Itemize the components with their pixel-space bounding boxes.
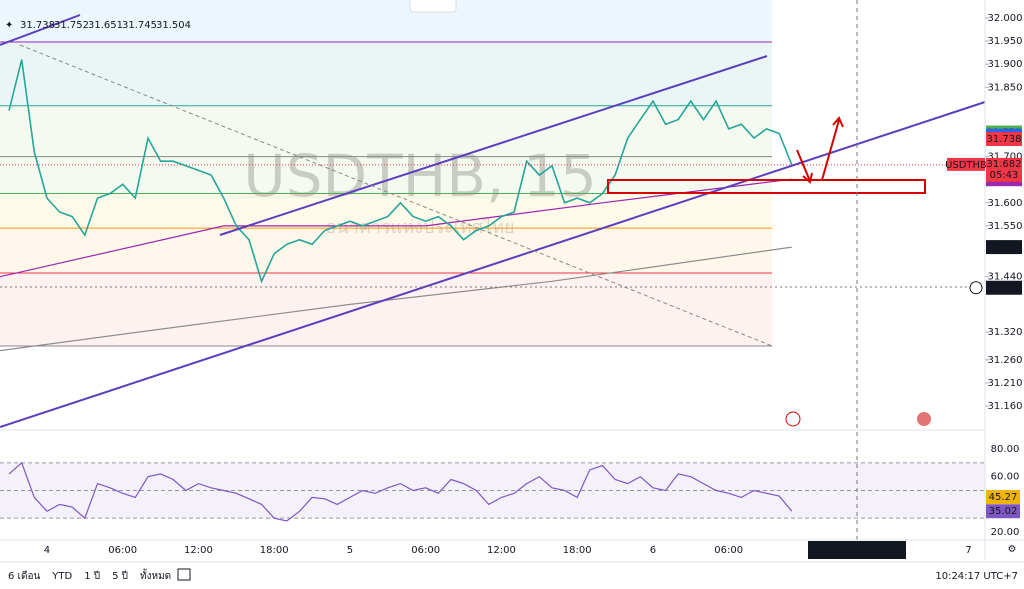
arrow-down <box>796 149 813 184</box>
countdown: 05:43 <box>990 170 1019 181</box>
x-tick-label: 18:00 <box>563 545 592 556</box>
moving-average <box>0 246 792 352</box>
x-tick-label: 5 <box>347 545 353 556</box>
crosshair-label: 31.416 <box>987 283 1022 294</box>
x-tick-label: 12:00 <box>184 545 213 556</box>
y-tick-label: 31.210 <box>988 378 1023 389</box>
x-tick-label: 18:00 <box>260 545 289 556</box>
y-tick-label: 31.260 <box>988 355 1023 366</box>
channel-lower <box>0 101 986 428</box>
trend-line <box>0 14 81 46</box>
rsi-label: 45.27 <box>989 492 1018 503</box>
symbol-label-bg <box>947 157 985 171</box>
fib-band <box>0 193 772 229</box>
rsi-tick-label: 20.00 <box>991 527 1020 538</box>
rsi-label: 35.02 <box>989 506 1018 517</box>
watermark: USDTHB, 15 <box>243 142 596 210</box>
moving-average <box>0 178 792 278</box>
y-tick-label: 32.000 <box>988 13 1023 24</box>
time-label-bg <box>808 541 906 559</box>
rsi-tick-label: 60.00 <box>991 472 1020 483</box>
price-label: 31.738 <box>987 134 1022 145</box>
x-tick-label: 06:00 <box>714 545 743 556</box>
x-tick-label: 4 <box>44 545 50 556</box>
ui: 32.000 31.950 31.900 31.850 31.700 31.600 31.5… <box>8 13 1023 582</box>
fib-band <box>0 228 772 273</box>
zone-box <box>607 179 926 194</box>
current-label-bg <box>986 157 1022 182</box>
legend-value: 31.752 <box>54 20 89 31</box>
y-tick-label: 31.600 <box>988 198 1023 209</box>
flag-icon[interactable] <box>917 412 931 426</box>
fib-band <box>0 42 772 106</box>
range-button[interactable]: 1 ปี <box>84 570 100 582</box>
x-tick-label: 06:00 <box>411 545 440 556</box>
x-tick-label: 6 <box>650 545 656 556</box>
y-tick-label: 31.950 <box>988 36 1023 47</box>
y-tick-label: 31.160 <box>988 401 1023 412</box>
y-tick-label: 31.850 <box>988 82 1023 93</box>
event-icon[interactable] <box>785 411 801 427</box>
range-button[interactable]: YTD <box>51 571 72 582</box>
symbol-label: USDTHB <box>945 160 987 171</box>
fib-band <box>0 0 772 43</box>
floating-toolbar[interactable] <box>409 0 457 13</box>
legend-value: 31.745 <box>122 20 157 31</box>
dashed-trend <box>19 44 773 347</box>
price-line <box>8 59 793 284</box>
x-tick-label: 12:00 <box>487 545 516 556</box>
channel-upper <box>219 55 768 236</box>
price-label-bg <box>986 240 1022 255</box>
y-tick-label: 31.550 <box>988 221 1023 232</box>
plot <box>0 41 985 522</box>
current-label: 31.682 <box>987 159 1022 170</box>
calendar-icon[interactable] <box>177 568 191 581</box>
rsi-line <box>8 461 793 522</box>
legend-value: 31.651 <box>88 20 123 31</box>
time-label: ศ. 06 มี.ค. '26 15:15 <box>808 544 907 556</box>
y-tick-label: 31.440 <box>988 272 1023 283</box>
y-tick-label: 31.320 <box>988 327 1023 338</box>
price-label: 31.504 <box>987 242 1022 253</box>
y-tick-label: 31.700 <box>988 152 1023 163</box>
legend-value: 31.738 <box>20 20 55 31</box>
crosshair-plus <box>969 281 983 295</box>
range-button[interactable]: ทั้งหมด <box>140 568 171 582</box>
rsi-label-bg <box>986 490 1020 505</box>
fib-band <box>0 156 772 194</box>
clock: 10:24:17 UTC+7 <box>935 571 1018 582</box>
y-tick-label: 31.900 <box>988 59 1023 70</box>
crosshair-label-bg <box>986 280 1022 295</box>
rsi-label-bg <box>986 504 1020 519</box>
x-tick-label: 7 <box>965 545 971 556</box>
settings-icon[interactable]: ⚙ <box>1008 544 1017 555</box>
arrow-up <box>821 116 844 181</box>
legend-icon: ✦ <box>5 20 13 31</box>
range-button[interactable]: 6 เดือน <box>8 570 40 582</box>
x-tick-label: 06:00 <box>108 545 137 556</box>
rsi-tick-label: 80.00 <box>991 444 1020 455</box>
legend-value: 31.504 <box>156 20 191 31</box>
range-button[interactable]: 5 ปี <box>112 570 128 582</box>
price-label-bg <box>986 132 1022 147</box>
